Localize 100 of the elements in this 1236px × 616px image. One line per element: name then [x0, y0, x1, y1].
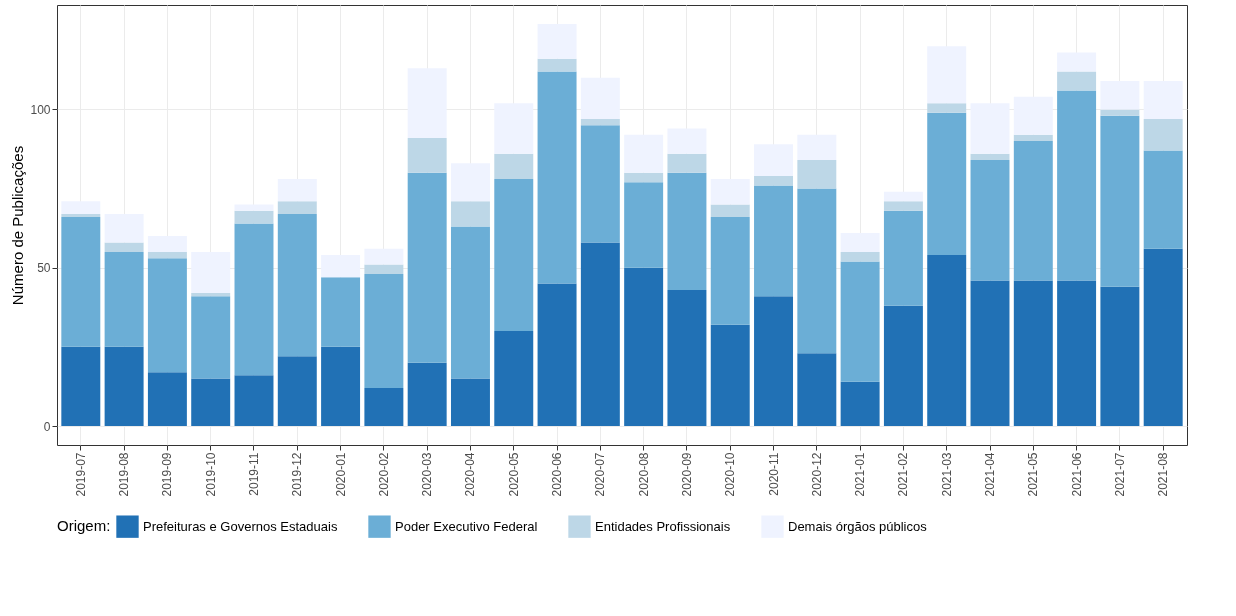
- bar: [1100, 109, 1140, 116]
- bar: [883, 201, 923, 211]
- bar: [667, 289, 707, 427]
- x-tick-label: 2020-08: [636, 452, 651, 497]
- x-tick-label: 2021-05: [1026, 452, 1041, 497]
- bar: [624, 267, 664, 427]
- y-axis-title: Número de Publicações: [9, 145, 27, 306]
- bar: [277, 201, 317, 214]
- bar: [321, 346, 361, 427]
- bar: [364, 264, 404, 275]
- bar: [147, 372, 187, 427]
- bar: [234, 204, 274, 211]
- bar: [580, 118, 620, 126]
- x-tick-label: 2020-12: [809, 452, 824, 497]
- bar: [1013, 280, 1053, 427]
- bar: [754, 296, 794, 427]
- x-tick-label: 2019-08: [117, 452, 132, 497]
- bar: [1143, 80, 1183, 119]
- x-tick-label: 2020-04: [463, 452, 478, 497]
- bar: [61, 346, 101, 427]
- legend-label: Prefeituras e Governos Estaduais: [143, 518, 338, 534]
- bar: [797, 353, 837, 427]
- bar: [1100, 80, 1140, 110]
- bar: [624, 182, 664, 268]
- bar: [147, 236, 187, 252]
- bar: [321, 255, 361, 278]
- bar: [1100, 286, 1140, 427]
- bar: [580, 125, 620, 243]
- bar: [1057, 280, 1097, 427]
- bar: [537, 58, 577, 72]
- bar: [927, 46, 967, 104]
- x-tick-label: 2021-04: [983, 452, 998, 497]
- bar: [537, 71, 577, 284]
- bar: [494, 153, 534, 180]
- bar: [667, 172, 707, 290]
- bar: [840, 381, 880, 427]
- bar: [797, 188, 837, 354]
- bar: [191, 251, 231, 294]
- x-tick-label: 2021-01: [853, 452, 868, 497]
- bar: [61, 217, 101, 347]
- x-tick-label: 2021-06: [1069, 452, 1084, 497]
- bar: [840, 261, 880, 382]
- x-tick-label: 2020-02: [376, 452, 391, 497]
- x-tick-label: 2021-02: [896, 452, 911, 497]
- bar: [234, 210, 274, 224]
- bar: [147, 258, 187, 373]
- bar: [927, 255, 967, 427]
- bar: [191, 296, 231, 379]
- x-tick-label: 2019-09: [160, 452, 175, 497]
- bar: [1057, 52, 1097, 72]
- x-tick-label: 2021-07: [1112, 452, 1127, 497]
- x-tick-label: 2020-10: [723, 452, 738, 497]
- x-tick-label: 2020-09: [679, 452, 694, 497]
- bar: [1143, 248, 1183, 427]
- bar: [710, 204, 750, 218]
- bar: [277, 179, 317, 202]
- bar: [710, 217, 750, 325]
- bar: [104, 242, 144, 252]
- bar: [450, 226, 490, 379]
- bar: [407, 362, 447, 427]
- bar: [321, 277, 361, 347]
- bar: [840, 232, 880, 252]
- bar: [61, 201, 101, 214]
- bar: [407, 172, 447, 363]
- bar: [667, 128, 707, 154]
- bar: [1100, 115, 1140, 287]
- bar: [494, 331, 534, 427]
- bar: [710, 179, 750, 205]
- bar: [840, 251, 880, 262]
- bar: [1057, 90, 1097, 281]
- bar: [1143, 150, 1183, 249]
- x-tick-label: 2020-07: [593, 452, 608, 497]
- bar: [494, 179, 534, 332]
- bar: [624, 134, 664, 173]
- bar: [277, 356, 317, 427]
- bar: [364, 388, 404, 427]
- bar: [754, 175, 794, 186]
- x-tick-label: 2020-03: [420, 452, 435, 497]
- bar: [234, 223, 274, 376]
- x-tick-label: 2019-07: [73, 452, 88, 497]
- bar: [927, 103, 967, 113]
- x-tick-label: 2020-05: [506, 452, 521, 497]
- bar: [191, 378, 231, 427]
- bar: [580, 242, 620, 427]
- x-tick-label: 2019-11: [246, 452, 261, 496]
- bar: [537, 23, 577, 59]
- bar: [970, 280, 1010, 427]
- legend-title: Origem:: [57, 517, 111, 534]
- x-tick-label: 2019-12: [290, 452, 305, 497]
- bar: [494, 103, 534, 154]
- bar: [450, 163, 490, 202]
- bar: [667, 153, 707, 173]
- bar: [1013, 141, 1053, 281]
- bar: [970, 103, 1010, 154]
- legend-label: Demais órgãos públicos: [788, 518, 928, 534]
- y-tick-label: 0: [43, 419, 51, 434]
- bar: [191, 293, 231, 297]
- bar: [234, 375, 274, 427]
- bar: [1013, 134, 1053, 142]
- bar: [754, 144, 794, 176]
